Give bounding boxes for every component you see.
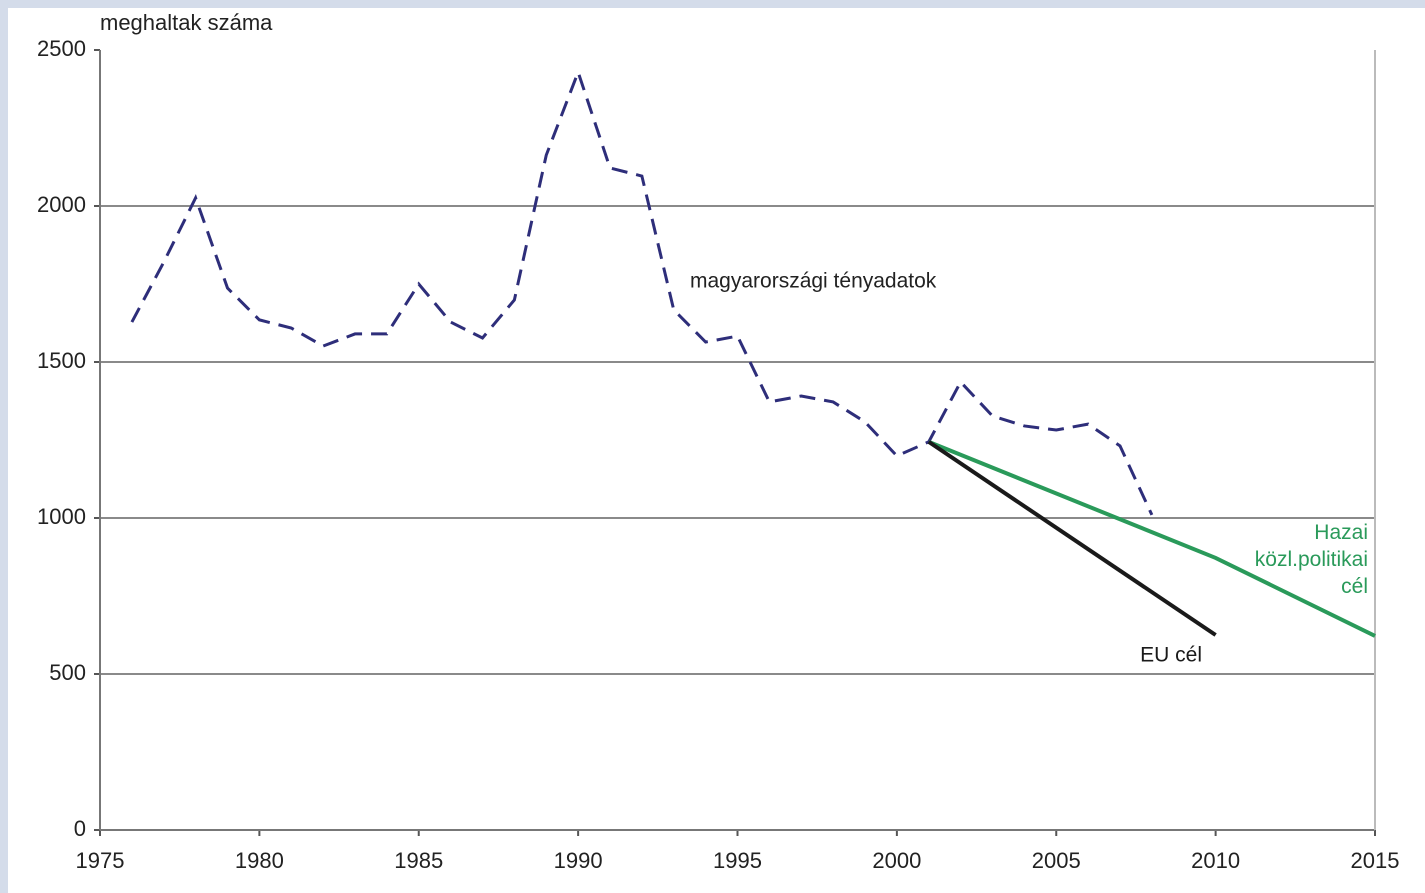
x-tick-label: 2010	[1191, 848, 1240, 873]
series-label-line: közl.politikai	[1255, 548, 1368, 571]
series-label: EU cél	[1140, 644, 1202, 667]
y-tick-label: 2000	[37, 192, 86, 217]
x-tick-label: 1985	[394, 848, 443, 873]
y-tick-label: 1500	[37, 348, 86, 373]
x-tick-label: 2000	[872, 848, 921, 873]
series-label: Hazai közl.politikai cél	[1255, 521, 1368, 598]
x-tick-label: 1995	[713, 848, 762, 873]
y-tick-label: 0	[74, 816, 86, 841]
x-tick-label: 2015	[1351, 848, 1400, 873]
y-tick-label: 1000	[37, 504, 86, 529]
x-tick-label: 1980	[235, 848, 284, 873]
series-label-line: Hazai	[1314, 521, 1368, 544]
series-line	[927, 440, 1217, 637]
chart-background	[8, 8, 1425, 893]
x-tick-label: 1975	[76, 848, 125, 873]
series-label: magyarországi tényadatok	[690, 270, 937, 293]
x-tick-label: 2005	[1032, 848, 1081, 873]
y-tick-label: 500	[49, 660, 86, 685]
series-line	[130, 67, 1154, 516]
y-tick-label: 2500	[37, 36, 86, 61]
x-tick-label: 1990	[554, 848, 603, 873]
series-label-line: cél	[1341, 575, 1368, 598]
y-axis-label: meghaltak száma	[100, 10, 273, 35]
series-line	[927, 440, 1376, 638]
